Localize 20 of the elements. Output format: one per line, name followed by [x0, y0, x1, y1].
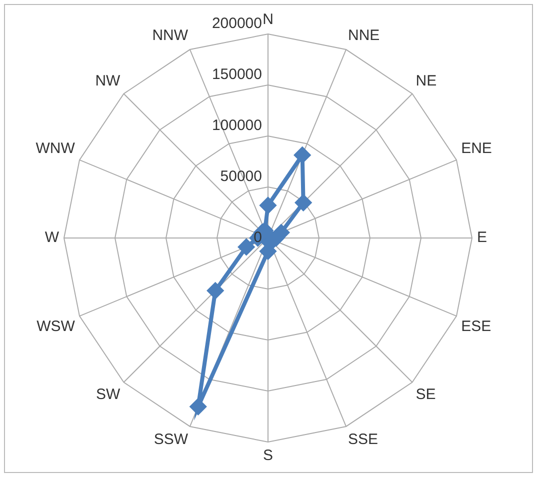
spoke-label: WSW [36, 318, 76, 336]
spoke-label: W [44, 229, 60, 246]
y-tick-label: 100000 [212, 117, 262, 134]
spoke-label: NNW [152, 27, 189, 44]
spoke-label: SE [416, 386, 436, 403]
y-tick-label: 200000 [212, 15, 262, 32]
spoke-label: NW [95, 72, 122, 90]
spoke-label: ENE [461, 140, 492, 158]
spoke-label: SW [96, 386, 122, 403]
spoke-label: E [477, 229, 488, 246]
spoke-label: SSW [154, 431, 189, 448]
spoke-label: NNE [348, 27, 380, 44]
spoke-label: N [262, 11, 274, 28]
spoke-label: WNW [36, 140, 76, 158]
y-tick-label: 150000 [212, 66, 262, 84]
spoke-label: SSE [348, 431, 378, 448]
spoke-label: S [262, 447, 274, 464]
spoke-label: NE [416, 72, 437, 90]
y-tick-label: 50000 [220, 168, 262, 186]
spoke-label: ESE [461, 318, 492, 336]
